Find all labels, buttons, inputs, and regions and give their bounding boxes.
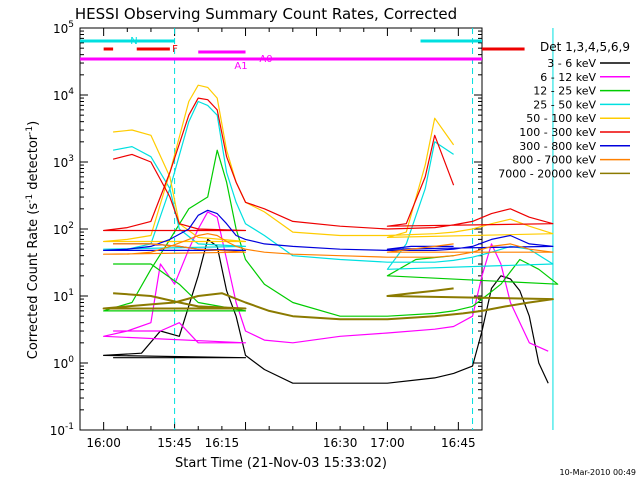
y-axis-label: Corrected Count Rate (s-1 detector-1) xyxy=(25,121,41,359)
legend-label: 800 - 7000 keV xyxy=(512,154,596,167)
legend-label: 12 - 25 keV xyxy=(533,85,596,98)
flag-annotation: A1 xyxy=(234,61,247,72)
x-tick-label: 17:00 xyxy=(370,436,405,450)
series-line xyxy=(102,84,554,243)
flag-annotation: A0 xyxy=(259,54,272,65)
flag-annotation: N xyxy=(130,36,137,47)
series-line xyxy=(102,209,554,251)
legend-label: 6 - 12 keV xyxy=(540,71,596,84)
x-tick-label: 16:45 xyxy=(441,436,476,450)
plot-frame xyxy=(79,27,483,431)
flag-annotations: N F A1 A0 xyxy=(130,36,272,72)
x-axis: 15:45 16:00 16:15 16:30 16:45 17:00 xyxy=(86,28,483,450)
legend-label: 7000 - 20000 keV xyxy=(498,167,596,180)
x-tick-label: 16:15 xyxy=(205,436,240,450)
x-tick-label: 16:00 xyxy=(86,436,121,450)
series-line xyxy=(102,211,549,352)
x-axis-label: Start Time (21-Nov-03 15:33:02) xyxy=(175,456,387,471)
y-tick-label: 10-1 xyxy=(50,422,74,438)
y-tick-label: 102 xyxy=(53,221,74,237)
legend-label: 300 - 800 keV xyxy=(519,140,596,153)
legend-title: Det 1,3,4,5,6,9 xyxy=(540,40,630,54)
y-tick-label: 103 xyxy=(53,154,74,170)
series-line xyxy=(102,238,549,384)
chart-title: HESSI Observing Summary Count Rates, Cor… xyxy=(75,5,457,23)
legend-label: 3 - 6 keV xyxy=(547,57,596,70)
timestamp: 10-Mar-2010 00:49 xyxy=(560,468,637,477)
x-tick-label: 15:45 xyxy=(157,436,192,450)
series-line xyxy=(102,233,554,258)
y-tick-label: 105 xyxy=(53,20,74,36)
y-tick-label: 100 xyxy=(53,355,74,371)
y-axis: 10-1 100 101 102 103 104 105 xyxy=(50,20,482,438)
legend-label: 50 - 100 keV xyxy=(526,112,596,125)
x-tick-label: 16:30 xyxy=(323,436,358,450)
series-line xyxy=(102,287,554,321)
legend-label: 25 - 50 keV xyxy=(533,98,596,111)
series-line xyxy=(102,100,554,270)
plot-area xyxy=(79,27,483,431)
series-layer xyxy=(102,84,559,384)
series-line xyxy=(102,97,554,232)
y-tick-label: 101 xyxy=(53,288,74,304)
flag-bars xyxy=(80,39,525,61)
legend-label: 100 - 300 keV xyxy=(519,126,596,139)
flag-annotation: F xyxy=(172,44,178,55)
y-tick-label: 104 xyxy=(53,87,74,103)
series-line xyxy=(102,149,559,317)
